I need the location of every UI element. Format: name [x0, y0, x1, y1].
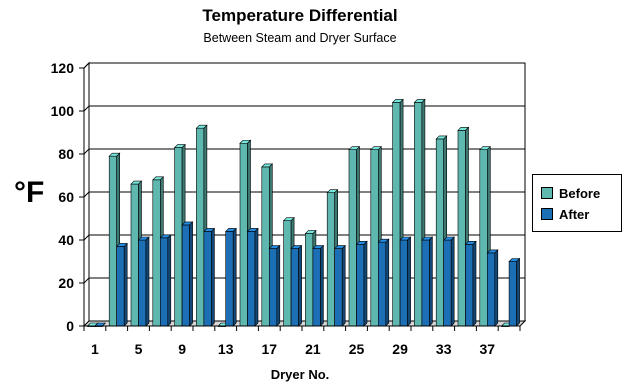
x-axis-label: Dryer No.	[270, 367, 330, 382]
y-gridline-side	[83, 277, 90, 284]
x-tick-label: 29	[392, 341, 408, 357]
bar-before-front	[108, 155, 117, 327]
bar-after-front	[508, 261, 517, 327]
bar-before-front	[435, 138, 445, 327]
bar-after-side	[232, 227, 237, 327]
bar-after-side	[494, 249, 499, 327]
x-tick-label: 33	[436, 341, 452, 357]
x-tick-label: 21	[305, 341, 321, 357]
legend-label-before: Before	[559, 185, 601, 201]
bar-after-front	[421, 239, 430, 327]
bar-after-front	[268, 248, 278, 327]
legend-label-after: After	[559, 206, 590, 222]
bar-after-front	[443, 239, 452, 327]
bar-after-side	[276, 244, 281, 327]
bar-before-front	[130, 183, 139, 327]
y-tick-label: 40	[58, 232, 74, 248]
legend-swatch-after	[541, 208, 553, 220]
bar-after-front	[377, 241, 387, 327]
x-tick-label: 1	[91, 341, 99, 357]
bar-before-front	[392, 102, 401, 327]
bar-after-side	[320, 244, 324, 327]
bar-before-front	[283, 220, 292, 327]
bar-after-front	[203, 231, 212, 327]
x-tick-label: 37	[480, 341, 496, 357]
y-tick-label: 20	[58, 275, 74, 291]
y-tick-label: 60	[58, 189, 74, 205]
y-gridline-side	[83, 191, 90, 198]
bar-after-side	[167, 234, 172, 327]
bar-before-front	[152, 179, 161, 327]
bar-after-side	[363, 240, 368, 327]
bar-after-side	[102, 322, 106, 327]
y-tick-label: 100	[51, 103, 75, 119]
bar-before-front	[174, 147, 183, 327]
bar-before-front	[479, 149, 488, 327]
bar-after-side	[123, 242, 128, 327]
bar-after-side	[407, 236, 411, 327]
bar-after-side	[385, 238, 390, 327]
legend-item-after: After	[541, 206, 589, 222]
bar-after-front	[116, 246, 125, 327]
legend: Before After	[532, 174, 622, 232]
bar-after-side	[254, 227, 259, 327]
y-tick-label: 80	[58, 146, 74, 162]
bar-after-side	[472, 240, 477, 327]
y-axis-label: °F	[14, 176, 45, 209]
y-gridline-side	[83, 234, 90, 241]
bar-after-side	[211, 227, 215, 327]
bar-after-side	[429, 236, 433, 327]
x-tick-label: 17	[262, 341, 278, 357]
bar-after-front	[356, 244, 365, 327]
x-tick-label: 13	[218, 341, 234, 357]
chart-subtitle: Between Steam and Dryer Surface	[203, 31, 397, 45]
bar-after-front	[334, 248, 343, 327]
bar-after-side	[145, 236, 150, 327]
chart-title: Temperature Differential	[202, 6, 398, 25]
bar-before-front	[239, 142, 248, 327]
bar-after-side	[516, 257, 520, 327]
legend-item-before: Before	[541, 185, 600, 201]
bar-after-front	[138, 239, 147, 327]
bar-after-front	[181, 224, 190, 327]
bar-after-side	[341, 244, 346, 327]
bar-after-front	[225, 231, 234, 327]
x-tick-label: 9	[178, 341, 186, 357]
bar-before-front	[196, 127, 205, 327]
y-gridline-side	[83, 62, 90, 69]
bar-before-front	[305, 233, 314, 327]
bar-after-front	[290, 248, 299, 327]
bar-after-side	[189, 221, 193, 327]
bar-after-side	[450, 236, 455, 327]
y-tick-label: 120	[51, 60, 75, 76]
bar-before-front	[348, 149, 357, 327]
bar-after-front	[399, 239, 408, 327]
bar-after-front	[465, 244, 474, 327]
bar-after-front	[312, 248, 321, 327]
bar-before-front	[261, 166, 270, 327]
x-tick-label: 5	[135, 341, 143, 357]
x-tick-label: 25	[349, 341, 365, 357]
bar-after-front	[486, 252, 496, 327]
y-gridline-side	[83, 105, 90, 112]
bar-before-front	[370, 149, 379, 327]
y-tick-label: 0	[66, 318, 74, 334]
bar-after-front	[160, 237, 169, 327]
bar-after-side	[298, 244, 302, 327]
bar-before-front	[414, 102, 423, 327]
legend-swatch-before	[541, 187, 553, 199]
bar-before-front	[326, 192, 336, 327]
bar-after-front	[247, 231, 256, 327]
y-gridline-side	[83, 148, 90, 155]
bar-before-front	[457, 130, 466, 327]
